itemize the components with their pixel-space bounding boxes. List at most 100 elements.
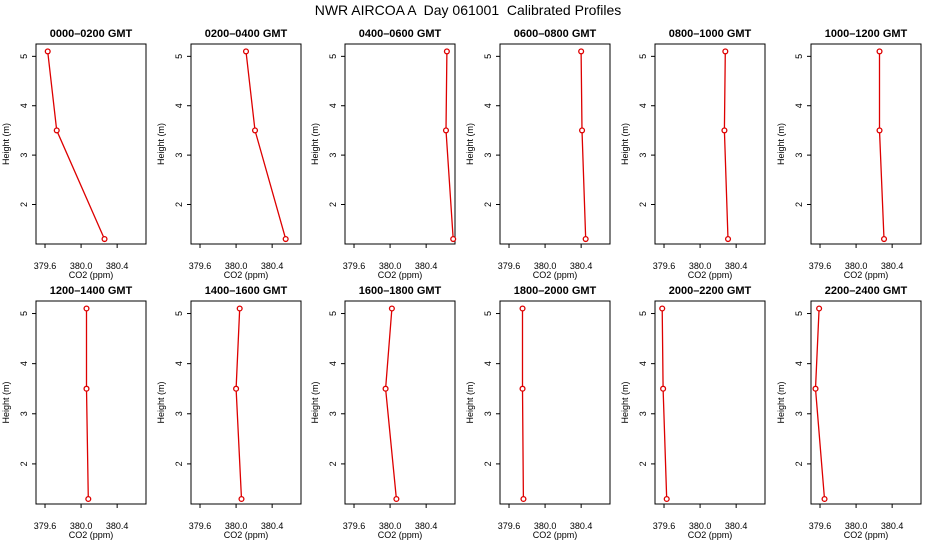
plot-frame: [499, 43, 611, 245]
y-tick-label: 4: [174, 103, 184, 108]
panel-title: 1000–1200 GMT: [825, 28, 908, 40]
x-tick-label: 380.0: [70, 521, 93, 531]
x-tick-label: 380.4: [261, 521, 284, 531]
data-point: [876, 48, 883, 55]
data-point: [233, 385, 240, 392]
x-tick-label: 380.4: [725, 261, 748, 271]
plot-frame: [499, 300, 611, 505]
data-point: [44, 48, 51, 55]
x-axis-label: CO2 (ppm): [844, 530, 889, 540]
x-tick-label: 379.6: [34, 521, 57, 531]
y-tick-label: 3: [328, 411, 338, 416]
profile-line: [814, 308, 826, 500]
profile-line: [85, 308, 89, 500]
data-point: [821, 495, 828, 503]
y-axis-label: Height (m): [1, 381, 11, 423]
plot-frame: [654, 300, 766, 505]
data-point: [251, 127, 259, 134]
data-point: [876, 127, 883, 134]
data-point: [388, 305, 395, 312]
x-axis-label: CO2 (ppm): [69, 270, 114, 280]
y-tick-label: 4: [794, 103, 804, 108]
y-tick-label: 3: [794, 153, 804, 158]
panel-title: 1200–1400 GMT: [50, 285, 133, 297]
y-tick-label: 5: [19, 54, 29, 59]
y-axis-label: Height (m): [156, 123, 166, 165]
profile-line: [661, 308, 668, 500]
y-tick-label: 2: [794, 202, 804, 207]
data-point: [382, 385, 389, 392]
x-tick-label: 380.4: [570, 261, 593, 271]
y-tick-label: 2: [328, 461, 338, 466]
y-axis-label: Height (m): [310, 123, 320, 165]
x-tick-label: 380.4: [261, 261, 284, 271]
y-tick-label: 2: [794, 461, 804, 466]
y-tick-label: 4: [19, 103, 29, 108]
y-tick-label: 4: [638, 103, 648, 108]
page-title: NWR AIRCOA A Day 061001 Calibrated Profi…: [314, 2, 622, 18]
y-tick-label: 5: [19, 311, 29, 316]
profile-line: [580, 51, 587, 240]
x-axis-label: CO2 (ppm): [224, 530, 269, 540]
y-tick-label: 4: [794, 361, 804, 366]
y-tick-label: 2: [174, 461, 184, 466]
y-tick-label: 3: [638, 411, 648, 416]
data-point: [812, 385, 819, 392]
y-tick-label: 3: [483, 153, 493, 158]
y-tick-label: 5: [483, 311, 493, 316]
x-tick-label: 379.6: [189, 261, 212, 271]
y-axis-label: Height (m): [465, 123, 475, 165]
plot-frame: [35, 300, 147, 505]
x-tick-label: 379.6: [809, 521, 832, 531]
x-tick-label: 380.0: [845, 521, 868, 531]
panel-title: 2200–2400 GMT: [825, 285, 908, 297]
y-axis-label: Height (m): [156, 381, 166, 423]
data-point: [721, 127, 728, 134]
y-tick-label: 4: [638, 361, 648, 366]
x-tick-label: 380.0: [534, 261, 557, 271]
y-tick-label: 2: [638, 461, 648, 466]
y-tick-label: 4: [483, 361, 493, 366]
profile-line: [245, 51, 287, 240]
y-tick-label: 2: [19, 202, 29, 207]
y-tick-label: 4: [483, 103, 493, 108]
data-point: [722, 48, 729, 55]
y-tick-label: 5: [794, 311, 804, 316]
data-point: [83, 305, 90, 312]
y-tick-label: 3: [174, 411, 184, 416]
x-tick-label: 379.6: [653, 261, 676, 271]
y-tick-label: 3: [328, 153, 338, 158]
plot-frame: [810, 43, 922, 245]
x-axis-label: CO2 (ppm): [533, 270, 578, 280]
plot-frame: [810, 300, 922, 505]
x-axis-label: CO2 (ppm): [224, 270, 269, 280]
data-point: [242, 48, 250, 55]
profile-line: [47, 51, 106, 240]
plot-frame: [654, 43, 766, 245]
y-axis-label: Height (m): [465, 381, 475, 423]
y-tick-label: 4: [328, 103, 338, 108]
x-tick-label: 380.0: [225, 261, 248, 271]
x-tick-label: 379.6: [343, 261, 366, 271]
panel-title: 0400–0600 GMT: [359, 28, 442, 40]
panel-title: 1600–1800 GMT: [359, 285, 442, 297]
profile-line: [445, 51, 454, 240]
x-tick-label: 380.4: [725, 521, 748, 531]
x-axis-label: CO2 (ppm): [69, 530, 114, 540]
data-point: [85, 495, 92, 503]
data-point: [519, 305, 526, 312]
x-axis-label: CO2 (ppm): [688, 270, 733, 280]
y-tick-label: 2: [638, 202, 648, 207]
x-tick-label: 380.4: [881, 261, 904, 271]
x-tick-label: 379.6: [809, 261, 832, 271]
x-tick-label: 379.6: [343, 521, 366, 531]
data-point: [724, 236, 732, 243]
x-axis-label: CO2 (ppm): [378, 270, 423, 280]
